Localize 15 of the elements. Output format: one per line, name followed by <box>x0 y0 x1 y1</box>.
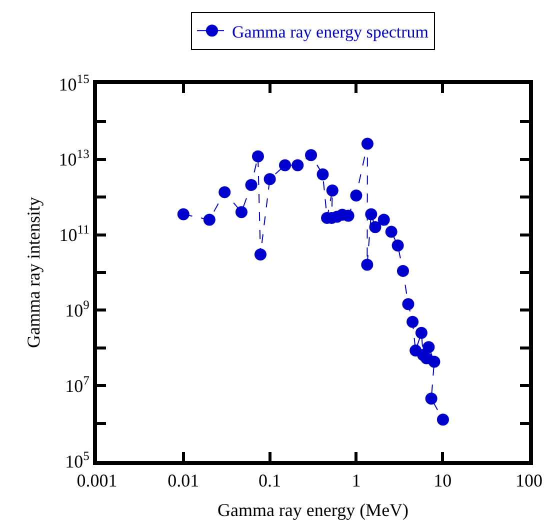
x-tick-label: 0.01 <box>168 470 200 491</box>
x-tick-label: 1 <box>352 470 361 491</box>
y-tick-label: 10$^{15}$ <box>58 72 90 94</box>
y-tick-label: 10$^{5}$ <box>65 448 90 472</box>
legend-label: Gamma ray energy spectrum <box>232 22 429 42</box>
x-tick-label: 10 <box>434 470 452 491</box>
y-tick-label: 10$^{9}$ <box>65 298 90 320</box>
x-tick-label: 0.1 <box>258 470 282 491</box>
x-axis-title: Gamma ray energy (MeV) <box>217 500 409 520</box>
x-tick-label: 0.001 <box>76 470 118 491</box>
y-tick-label: 10$^{13}$ <box>58 147 90 170</box>
x-tick-label: 100 <box>516 470 542 491</box>
y-tick-label: 10$^{11}$ <box>59 222 90 246</box>
y-axis-title: Gamma ray intensity <box>24 197 44 348</box>
y-tick-label: 10$^{7}$ <box>65 373 90 396</box>
